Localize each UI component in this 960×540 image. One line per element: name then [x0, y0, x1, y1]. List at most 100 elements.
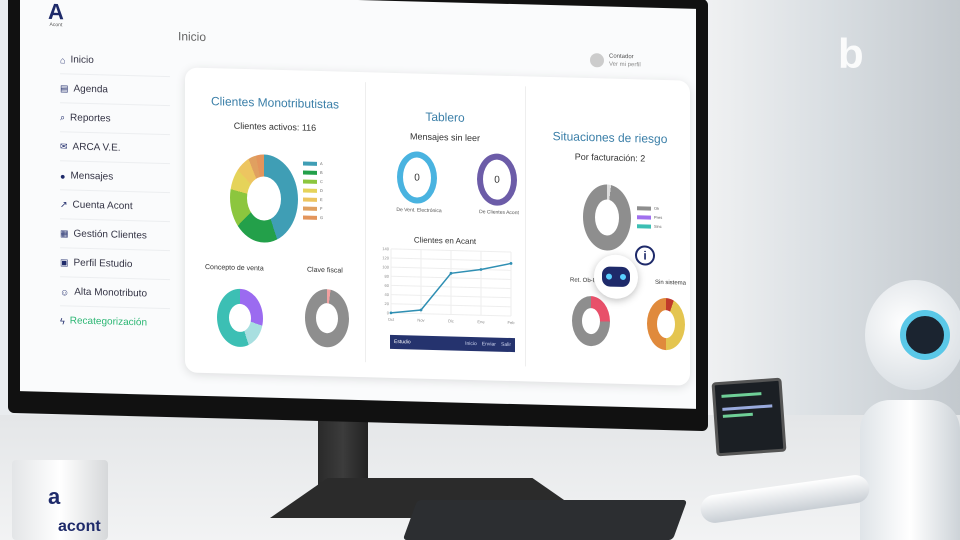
sidebar-item-inicio[interactable]: ⌂ Inicio	[60, 54, 170, 78]
x-tick-label: Feb	[508, 320, 516, 325]
legend-item: Sinc	[637, 221, 662, 231]
concepto-label: Concepto de venta	[205, 263, 264, 273]
sidebar-item-label: Perfil Estudio	[73, 257, 133, 271]
legend-label: G	[320, 215, 324, 221]
sidebar-item-gesti-n-clientes[interactable]: ▦ Gestión Clientes	[60, 228, 170, 252]
x-tick-label: Dic	[448, 318, 454, 323]
sidebar-item-label: ARCA V.E.	[72, 141, 121, 154]
legend-label: A	[320, 161, 323, 167]
monitor-screen: A Acont Inicio ⌂ Inicio ▤ Agenda ⌕ Reportes ✉ A…	[20, 0, 696, 409]
y-tick-label: 80	[385, 274, 390, 279]
sidebar-item-arca-v-e-[interactable]: ✉ ARCA V.E.	[60, 141, 170, 165]
footer-bar: Estudio Inicio Enviar Salir	[390, 334, 515, 353]
table-icon: ▦	[60, 228, 69, 239]
riesgo-donut[interactable]	[583, 183, 631, 252]
unread-count: 0	[414, 171, 420, 184]
sidebar-item-label: Inicio	[70, 54, 94, 67]
mug-brand: acont	[58, 518, 101, 535]
data-point[interactable]	[419, 308, 423, 312]
user-add-icon: ☺	[60, 286, 70, 297]
y-tick-label: 140	[382, 246, 389, 251]
sidebar-item-label: Mensajes	[70, 170, 114, 183]
data-point[interactable]	[509, 262, 513, 265]
sidebar-item-label: Cuenta Acont	[72, 199, 133, 213]
sidebar-item-label: Alta Monotributo	[74, 286, 148, 300]
legend-label: Sinc	[654, 223, 662, 229]
sidebar-item-alta-monotributo[interactable]: ☺ Alta Monotributo	[60, 286, 170, 310]
keyboard	[402, 500, 688, 540]
sidebar-item-cuenta-acont[interactable]: ↗ Cuenta Acont	[60, 199, 170, 223]
riesgo-title: Situaciones de riesgo	[552, 129, 668, 147]
mug-logo: a	[48, 484, 61, 509]
mug: a acont	[12, 460, 108, 540]
legend-label: D	[320, 188, 323, 194]
footer-link[interactable]: Enviar	[481, 341, 496, 348]
clave-donut[interactable]	[305, 288, 349, 348]
monitor-stand	[318, 410, 368, 490]
user-menu[interactable]: Contador Ver mi perfil	[586, 49, 645, 72]
sidebar-item-perfil-estudio[interactable]: ▣ Perfil Estudio	[60, 257, 170, 281]
sin-sistema-donut[interactable]	[647, 297, 685, 351]
x-tick-label: Oct	[388, 317, 395, 322]
data-point[interactable]	[449, 271, 453, 275]
sidebar-item-recategorizaci-n[interactable]: ϟ Recategorización	[60, 315, 170, 337]
x-tick-label: Ene	[477, 319, 485, 324]
riesgo-legend: Ok Pres Sinc	[637, 203, 662, 231]
y-tick-label: 100	[382, 264, 389, 269]
home-icon: ⌂	[60, 54, 66, 65]
avatar	[590, 53, 604, 68]
id-card-icon: ▣	[60, 257, 69, 268]
page-title: Inicio	[178, 29, 207, 45]
legend-label: C	[320, 179, 323, 185]
x-tick-label: Nov	[417, 318, 424, 323]
sidebar-item-label: Recategorización	[69, 315, 148, 329]
y-tick-label: 0	[387, 310, 390, 315]
legend-item: G	[303, 213, 323, 223]
clientes-donut[interactable]	[230, 153, 298, 244]
footer-link[interactable]: Salir	[500, 341, 511, 349]
footer-link[interactable]: Inicio	[465, 340, 477, 348]
clientes-title: Clientes Monotributistas	[210, 94, 340, 112]
legend-label: Pres	[654, 214, 663, 220]
ret-donut[interactable]	[572, 295, 610, 347]
sidebar-item-agenda[interactable]: ▤ Agenda	[60, 83, 170, 107]
sidebar-item-mensajes[interactable]: ● Mensajes	[60, 170, 170, 194]
app-logo[interactable]: A Acont	[48, 0, 64, 29]
brand-mark: b	[838, 30, 864, 77]
legend-label: F	[320, 206, 323, 212]
legend-label: B	[320, 170, 323, 176]
clientes-activos: Clientes activos: 116	[233, 120, 317, 133]
divider	[525, 86, 526, 367]
y-tick-label: 20	[385, 301, 390, 306]
divider	[365, 82, 366, 363]
sidebar-item-label: Gestión Clientes	[73, 228, 147, 242]
tablero-title: Tablero	[425, 109, 465, 125]
chart-icon: ↗	[60, 199, 68, 210]
info-icon[interactable]: i	[635, 245, 655, 266]
data-point[interactable]	[389, 311, 393, 315]
riesgo-sub: Por facturación: 2	[574, 151, 646, 164]
dashboard-card: Clientes Monotributistas Clientes activo…	[185, 67, 690, 386]
chat-icon: ●	[60, 170, 66, 181]
y-tick-label: 60	[385, 283, 390, 288]
sidebar-item-reportes[interactable]: ⌕ Reportes	[60, 112, 170, 136]
unread-count: 0	[494, 174, 500, 186]
chatbot-button[interactable]	[594, 254, 638, 300]
bolt-icon: ϟ	[60, 315, 65, 326]
clave-label: Clave fiscal	[307, 266, 343, 275]
data-point[interactable]	[479, 268, 483, 271]
robot	[698, 280, 960, 540]
calendar-icon: ▤	[60, 83, 69, 94]
legend-label: E	[320, 197, 323, 203]
concepto-donut[interactable]	[217, 288, 263, 348]
sidebar-item-label: Agenda	[73, 83, 108, 96]
tablet	[711, 377, 787, 457]
unread-label: Mensajes sin leer	[409, 131, 481, 144]
unread-ring[interactable]: 0	[397, 151, 437, 205]
sin-sistema-label: Sin sistema	[655, 279, 687, 287]
ring-label: De Vent. Electrónica	[396, 207, 442, 215]
unread-ring[interactable]: 0	[477, 153, 517, 207]
user-sub: Ver mi perfil	[609, 61, 641, 69]
mail-icon: ✉	[60, 141, 68, 152]
